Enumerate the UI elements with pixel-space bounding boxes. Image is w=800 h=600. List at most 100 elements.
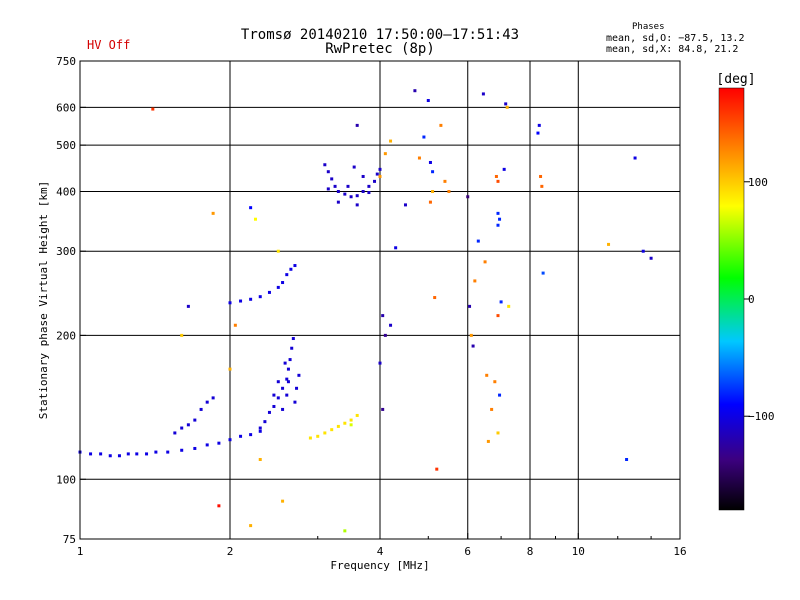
echo-point (267, 290, 271, 294)
echo-point (326, 187, 330, 191)
echo-point (536, 131, 540, 135)
echo-point (355, 123, 359, 127)
echo-point (336, 200, 340, 204)
echo-point (258, 426, 262, 430)
echo-point (249, 297, 253, 301)
echo-point (378, 167, 382, 171)
echo-point (641, 249, 645, 253)
y-tick-label: 750 (56, 55, 76, 68)
echo-point (285, 377, 289, 381)
echo-point (378, 361, 382, 365)
x-tick-label: 1 (77, 545, 84, 558)
echo-point (361, 174, 365, 178)
echo-point (507, 304, 511, 308)
echo-point (426, 99, 430, 103)
echo-point (486, 439, 490, 443)
echo-point (286, 367, 290, 371)
echo-point (117, 454, 121, 458)
echo-point (367, 191, 371, 195)
y-tick-label: 300 (56, 245, 76, 258)
echo-point (89, 452, 93, 456)
echo-point (288, 358, 292, 362)
echo-point (373, 179, 377, 183)
echo-point (126, 452, 130, 456)
echo-point (346, 184, 350, 188)
echo-point (469, 333, 473, 337)
echo-point (211, 211, 215, 215)
echo-point (381, 407, 385, 411)
echo-point (439, 123, 443, 127)
echo-point (649, 256, 653, 260)
echo-point (290, 346, 294, 350)
echo-point (249, 433, 253, 437)
echo-point (249, 524, 253, 528)
echo-point (239, 434, 243, 438)
echo-point (293, 400, 297, 404)
echo-point (355, 194, 359, 198)
echo-point (258, 429, 262, 433)
echo-point (326, 170, 330, 174)
x-axis-label: Frequency [MHz] (330, 559, 429, 572)
echo-point (349, 423, 353, 427)
y-tick-label: 600 (56, 101, 76, 114)
echo-point (375, 172, 379, 176)
echo-point (498, 217, 502, 221)
echo-point (272, 393, 276, 397)
echo-point (135, 452, 139, 456)
echo-point (285, 393, 289, 397)
y-axis-label: Stationary phase Virtual Height [km] (37, 181, 50, 419)
echo-point (496, 431, 500, 435)
echo-point (343, 421, 347, 425)
echo-point (381, 314, 385, 318)
y-tick-label: 400 (56, 185, 76, 198)
y-tick-label: 500 (56, 139, 76, 152)
echo-point (499, 300, 503, 304)
echo-point (428, 200, 432, 204)
echo-point (239, 299, 243, 303)
echo-point (496, 179, 500, 183)
y-axis: 75 100 200 300 400 500 600 750 (56, 55, 86, 546)
echo-point (99, 452, 103, 456)
echo-point (267, 410, 271, 414)
echo-point (199, 407, 203, 411)
echo-point (281, 281, 285, 285)
phases-o-stats: mean, sd,O: −87.5, 13.2 (606, 33, 745, 44)
echo-point (173, 431, 177, 435)
x-tick-label: 6 (464, 545, 471, 558)
echo-point (625, 457, 629, 461)
echo-point (276, 380, 280, 384)
echo-point (403, 203, 407, 207)
hv-status: HV Off (87, 38, 131, 52)
colorbar-tick-label: 100 (748, 176, 768, 189)
echo-point (249, 206, 253, 210)
echo-point (180, 448, 184, 452)
phases-title: Phases (632, 22, 665, 32)
echo-point (361, 189, 365, 193)
echo-point (431, 170, 435, 174)
echo-point (504, 102, 508, 106)
echo-point (447, 189, 451, 193)
echo-point (493, 380, 497, 384)
x-tick-label: 16 (673, 545, 686, 558)
echo-point (490, 407, 494, 411)
echo-point (293, 264, 297, 268)
echo-point (289, 267, 293, 271)
echo-point (498, 393, 502, 397)
echo-point (355, 413, 359, 417)
echo-point (352, 165, 356, 169)
echo-point (394, 246, 398, 250)
echo-point (417, 156, 421, 160)
echo-point (283, 361, 287, 365)
echo-point (443, 179, 447, 183)
x-tick-label: 4 (377, 545, 384, 558)
echo-point (228, 301, 232, 305)
echo-point (205, 400, 209, 404)
echo-point (422, 135, 426, 139)
echo-point (217, 441, 221, 445)
echo-point (154, 450, 158, 454)
echo-point (323, 163, 327, 167)
echo-points (78, 89, 653, 533)
echo-point (471, 344, 475, 348)
echo-point (323, 431, 327, 435)
echo-point (333, 184, 337, 188)
